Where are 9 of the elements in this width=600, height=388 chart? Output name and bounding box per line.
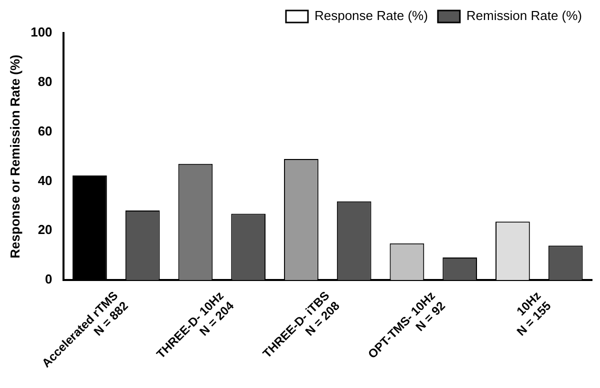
y-tick-label: 80: [38, 74, 52, 89]
y-tick-label: 100: [30, 24, 52, 40]
legend-label: Response Rate (%): [314, 8, 428, 24]
legend-label: Remission Rate (%): [466, 8, 582, 24]
y-axis-title: Response or Remission Rate (%): [7, 54, 22, 258]
y-tick-label: 20: [38, 222, 52, 238]
y-tick-label: 0: [45, 272, 52, 287]
y-tick-label: 60: [38, 123, 52, 138]
y-tick-label: 40: [38, 172, 52, 188]
